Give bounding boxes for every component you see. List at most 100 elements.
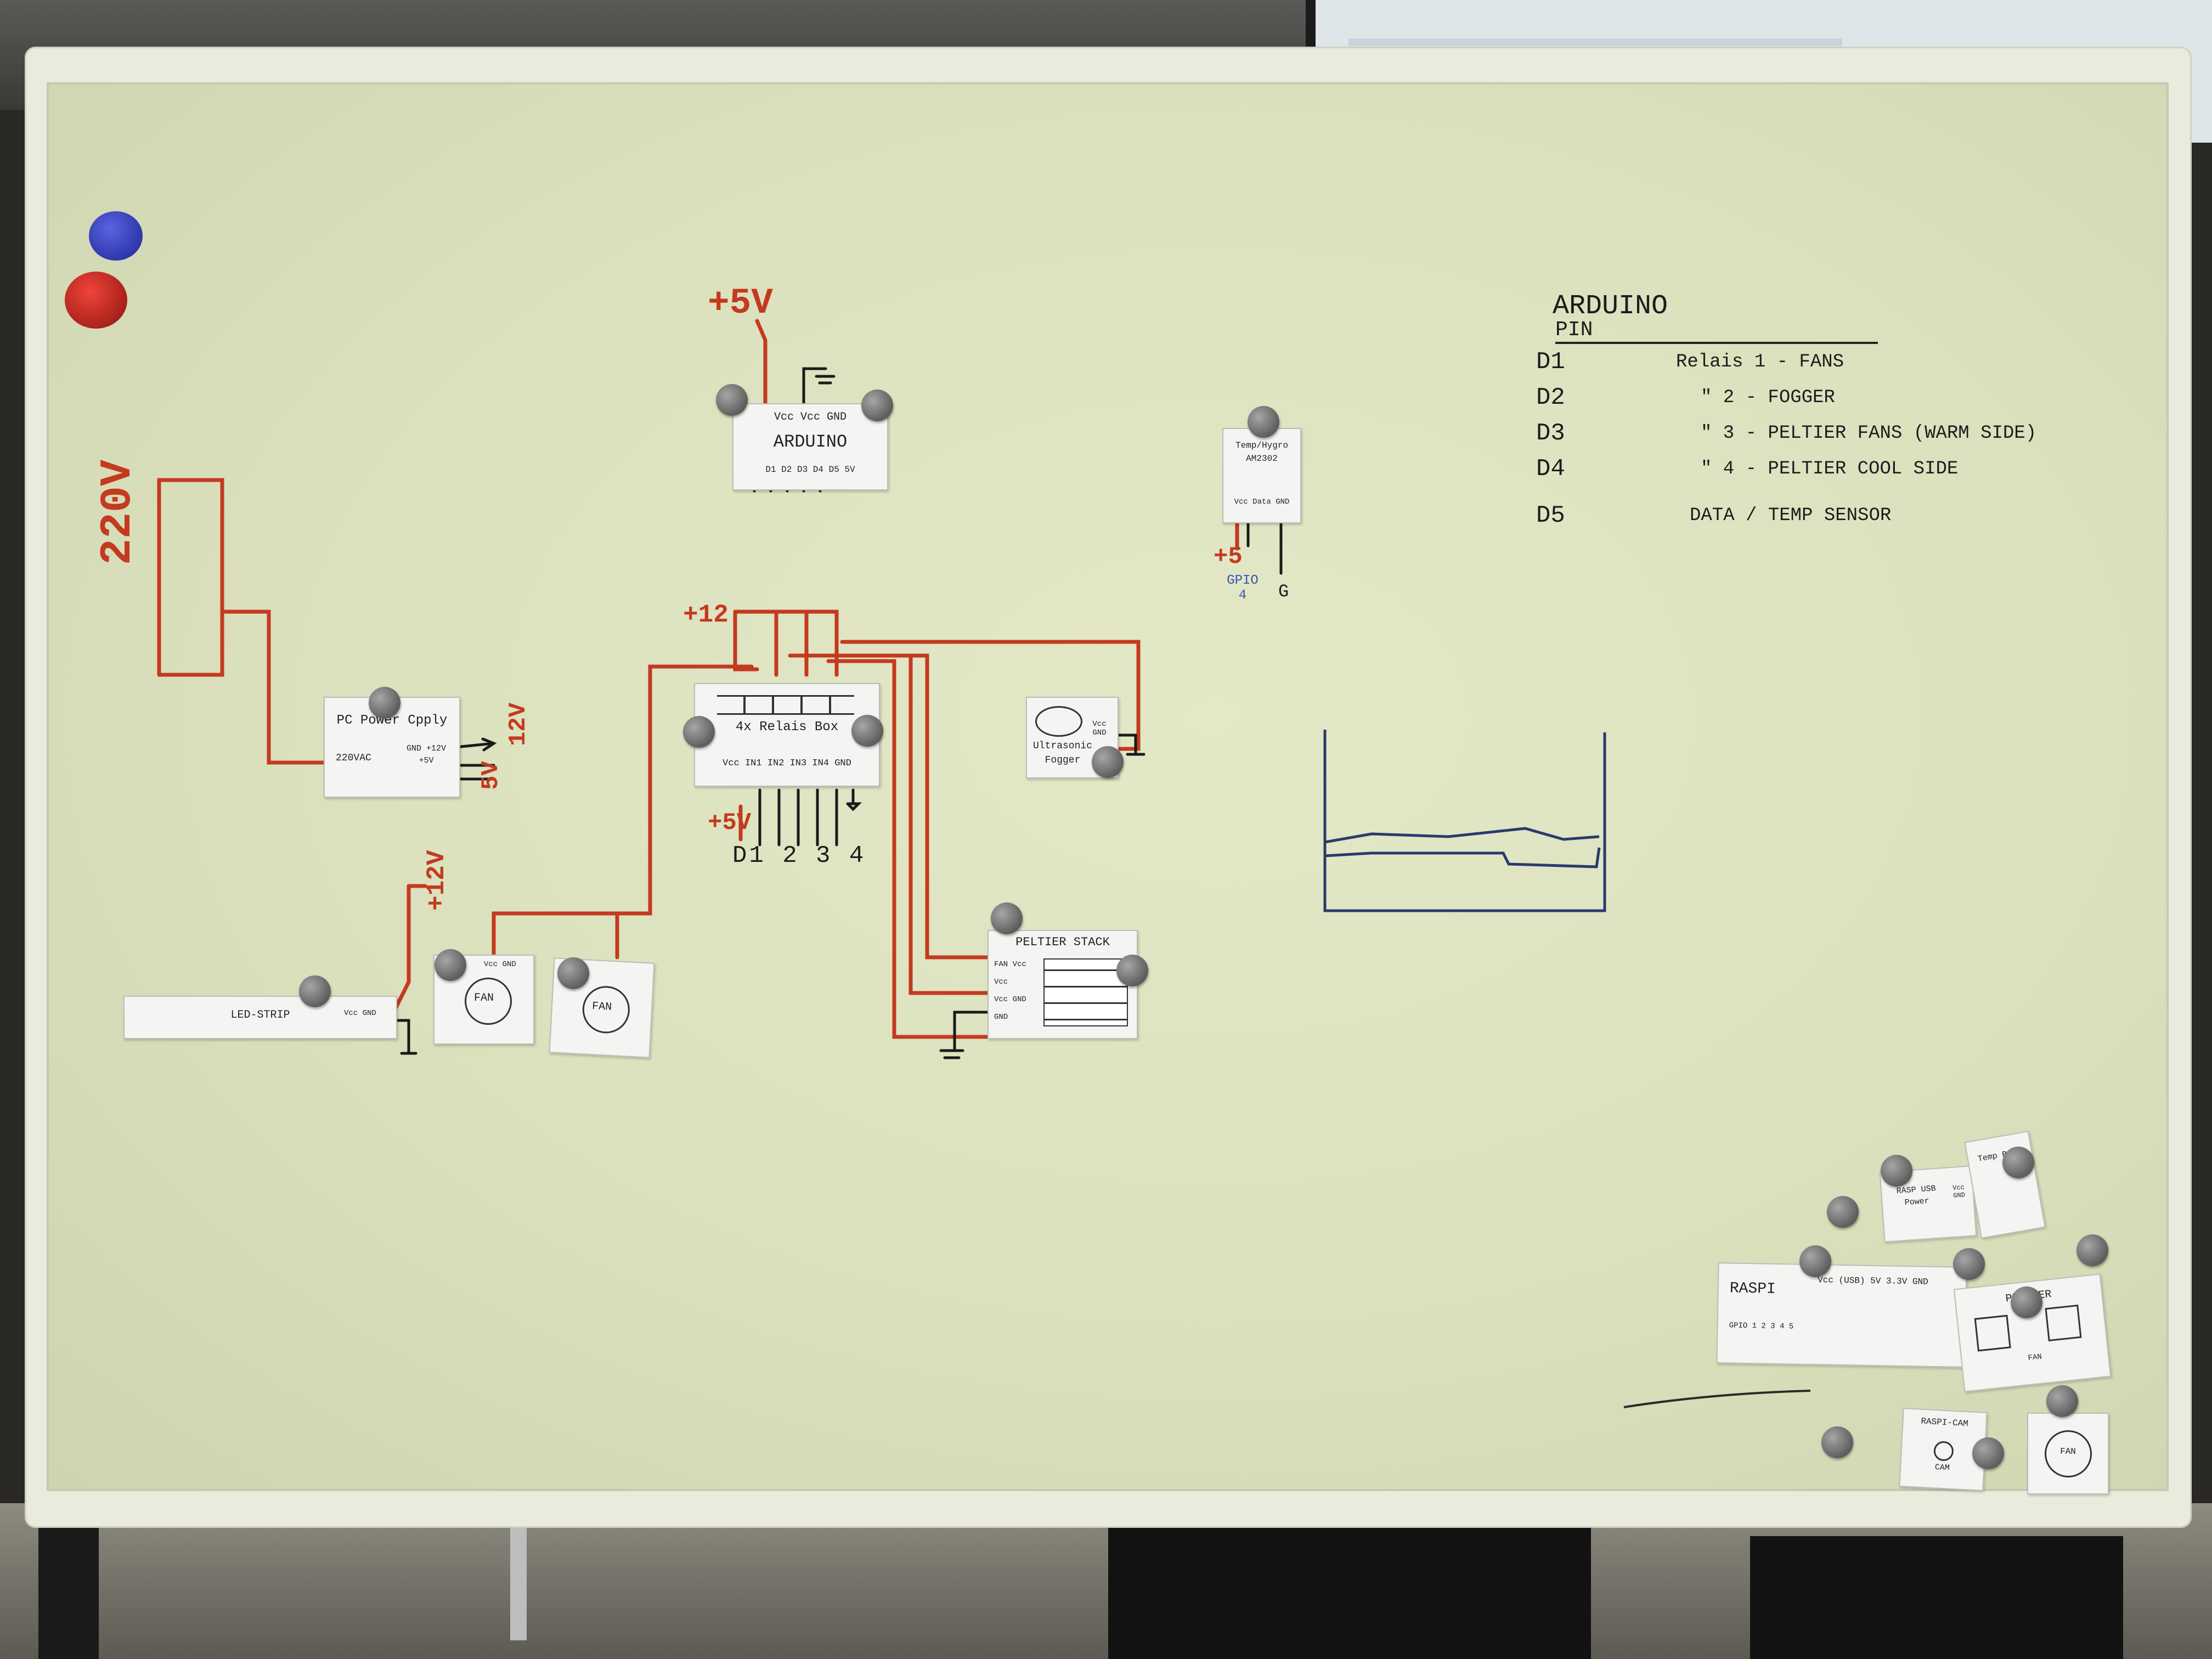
relay-12v-wire — [733, 610, 759, 672]
led-supply-label: +12V — [422, 850, 451, 911]
container-sketch — [1323, 730, 1606, 912]
raspi-name: RASPI — [1729, 1280, 1776, 1298]
mains-plug-outline — [157, 478, 224, 677]
pin-description: " 4 - PELTIER COOL SIDE — [1701, 459, 1959, 479]
board-leg — [510, 1514, 527, 1640]
magnet[interactable] — [369, 687, 400, 719]
relay-pins: Vcc IN1 IN2 IN3 IN4 GND — [723, 758, 851, 769]
sensor-supply-label: +5 — [1214, 543, 1243, 571]
magnet[interactable] — [2002, 1147, 2034, 1178]
magnet[interactable] — [991, 902, 1023, 934]
magnet[interactable] — [435, 949, 466, 981]
peltier-row: FAN Vcc — [994, 960, 1026, 969]
marker-line — [1623, 1390, 1811, 1408]
fan-card[interactable]: FAN — [2027, 1413, 2109, 1494]
peltier-power-wire — [826, 659, 992, 1039]
sensor-gnd-label: G — [1278, 582, 1289, 602]
pin-label: D2 — [1536, 384, 1565, 411]
psu-outputs: GND +12V +5V — [406, 744, 446, 765]
led-strip-card[interactable]: LED-STRIP Vcc GND — [123, 996, 397, 1039]
magnet[interactable] — [1116, 955, 1148, 986]
speaker — [1108, 1525, 1591, 1659]
fan-icon — [2045, 1430, 2092, 1477]
psu-input: 220VAC — [336, 753, 371, 764]
peltier-rows: FAN Vcc Vcc Vcc GND GND — [994, 956, 1026, 1026]
peltier-row: GND — [994, 1013, 1008, 1022]
magnet[interactable] — [1827, 1196, 1859, 1228]
magnet[interactable] — [861, 390, 893, 421]
magnet[interactable] — [1799, 1245, 1831, 1277]
relay-box-card[interactable]: 4x Relais Box Vcc IN1 IN2 IN3 IN4 GND — [694, 683, 880, 787]
led-pins: Vcc GND — [344, 1009, 376, 1018]
arduino-card[interactable]: Vcc Vcc GND ARDUINO D1 D2 D3 D4 D5 5V — [732, 403, 888, 490]
magnet[interactable] — [851, 715, 883, 747]
sensor-name: Temp/Hygro AM2302 — [1235, 441, 1288, 464]
mains-voltage-label: 220V — [93, 459, 143, 565]
fan-icon — [1974, 1314, 2011, 1352]
raspi-cam-name: RASPI-CAM — [1920, 1416, 1969, 1429]
peltier-power-wire — [810, 653, 992, 995]
led-name: LED-STRIP — [230, 1009, 290, 1022]
fogger-pins: Vcc GND — [1092, 720, 1107, 737]
peltier-stack-card[interactable]: PELTIER STACK FAN Vcc Vcc Vcc GND GND — [988, 930, 1138, 1039]
peltier-name: PELTIER STACK — [1015, 935, 1110, 949]
fan-pins: Vcc GND — [484, 960, 516, 969]
magnet[interactable] — [1953, 1248, 1985, 1280]
relay-supply-label: +12 — [683, 601, 729, 629]
pin-description: Relais 1 - FANS — [1676, 352, 1844, 373]
fogger-icon — [1035, 706, 1082, 737]
fan-power-wire — [492, 664, 754, 960]
magnet[interactable] — [299, 975, 331, 1007]
raspi-gpio: GPIO 1 2 3 4 5 — [1729, 1321, 1794, 1331]
sensor-data-label: GPIO 4 — [1227, 573, 1259, 603]
mains-wire — [220, 610, 326, 765]
relay-input-labels: D1 2 3 4 — [732, 842, 866, 870]
peltier-stack-icon — [1043, 958, 1128, 1026]
magnet[interactable] — [1092, 746, 1124, 778]
raspi-pins: Vcc (USB) 5V 3.3V GND — [1817, 1275, 1928, 1287]
fan-icon — [2045, 1304, 2082, 1342]
magnet[interactable] — [1248, 406, 1279, 438]
relay-switch-icons — [717, 695, 854, 715]
fan-name: FAN — [473, 992, 494, 1005]
magnet[interactable] — [716, 384, 748, 416]
magnet[interactable] — [2011, 1286, 2042, 1318]
pin-label: D1 — [1536, 348, 1565, 376]
arduino-top-pins: Vcc Vcc GND — [774, 411, 847, 424]
sensor-pins: Vcc Data GND — [1234, 498, 1290, 506]
fogger-name: Ultrasonic Fogger — [1032, 741, 1093, 766]
led-12v-wire — [393, 884, 411, 1012]
blue-magnet[interactable] — [89, 211, 143, 261]
relay-name: 4x Relais Box — [735, 720, 839, 735]
pin-description: DATA / TEMP SENSOR — [1690, 505, 1892, 526]
camera-icon — [1933, 1441, 1954, 1462]
speaker — [1750, 1536, 2123, 1659]
magnet[interactable] — [1881, 1155, 1912, 1187]
magnet[interactable] — [557, 957, 589, 989]
arduino-gnd-wire — [802, 367, 827, 419]
red-magnet[interactable] — [65, 272, 127, 329]
pin-description: " 2 - FOGGER — [1701, 387, 1835, 408]
pin-label: D5 — [1536, 502, 1565, 529]
psu-12v-label: 12V — [505, 702, 532, 746]
magnet[interactable] — [1972, 1437, 2004, 1469]
psu-5v-label: 5V — [477, 761, 505, 790]
magnet[interactable] — [2046, 1385, 2078, 1417]
peltier-row: Vcc GND — [994, 995, 1026, 1004]
magnet[interactable] — [1821, 1426, 1853, 1458]
raspi-cam-sub: CAM — [1934, 1463, 1950, 1473]
fan-name: FAN — [2060, 1447, 2076, 1457]
sensor-card[interactable]: Temp/Hygro AM2302 Vcc Data GND — [1222, 428, 1301, 523]
relay-logic-supply-label: +5V — [708, 809, 752, 837]
arduino-name: ARDUINO — [773, 432, 848, 452]
pin-table-subtitle: PIN — [1555, 318, 1878, 344]
arduino-vcc-wire — [755, 319, 768, 419]
magnet[interactable] — [2076, 1234, 2108, 1266]
raspi-power-pins: Vcc GND — [1952, 1183, 1966, 1200]
magnet[interactable] — [683, 716, 715, 748]
arduino-supply-label: +5V — [708, 283, 773, 324]
fan-icon — [465, 978, 512, 1025]
pin-label: D4 — [1536, 455, 1565, 483]
raspi-card[interactable]: RASPI Vcc (USB) 5V 3.3V GND GPIO 1 2 3 4… — [1716, 1262, 1967, 1368]
pin-table-title: ARDUINO — [1553, 291, 1668, 322]
